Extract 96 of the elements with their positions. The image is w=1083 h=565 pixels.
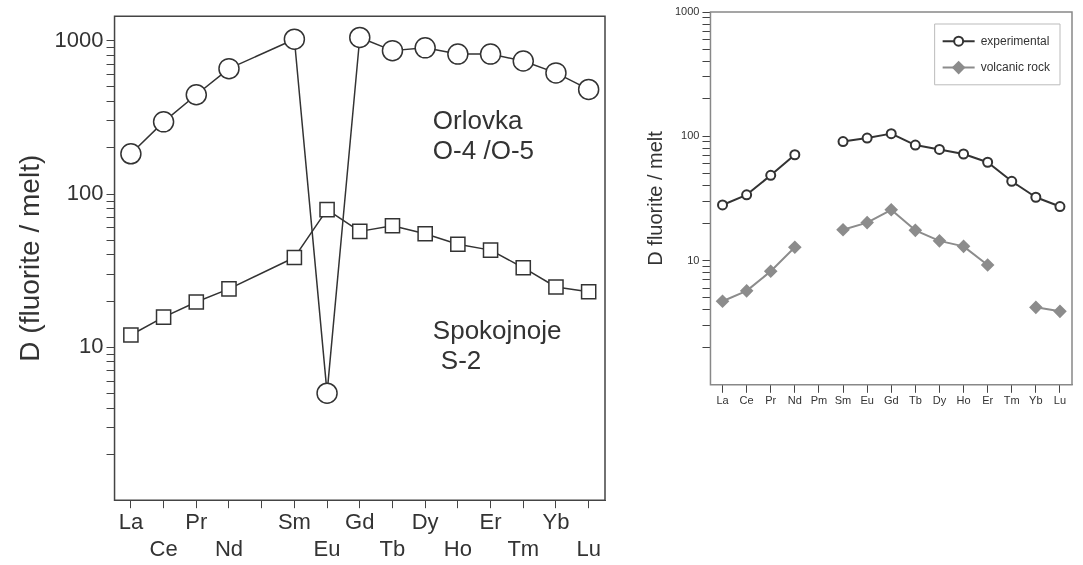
y-tick-label: 100 — [681, 129, 700, 142]
x-tick-label: Nd — [787, 394, 802, 407]
point — [515, 259, 532, 276]
x-tick-label: Dy — [932, 394, 947, 407]
x-tick-label: Nd — [214, 535, 244, 561]
point — [580, 283, 597, 300]
point — [479, 43, 502, 65]
x-tick-label: Lu — [576, 535, 601, 561]
x-tick-label: Er — [479, 509, 502, 535]
point — [417, 225, 433, 242]
x-tick-label: Ce — [149, 535, 178, 561]
point — [577, 78, 600, 101]
point — [860, 216, 874, 229]
point — [283, 28, 306, 50]
point — [351, 223, 368, 240]
point — [185, 83, 208, 106]
point — [958, 148, 970, 160]
point — [1054, 201, 1066, 213]
point — [836, 223, 850, 237]
point — [447, 43, 469, 65]
point — [1030, 191, 1042, 203]
point — [908, 223, 922, 237]
y-tick-label: 100 — [66, 180, 104, 206]
point — [123, 327, 139, 343]
point — [982, 156, 994, 168]
x-tick-label: Ce — [739, 394, 754, 407]
y-tick-label: 10 — [687, 253, 700, 266]
point — [512, 50, 535, 72]
point — [788, 240, 802, 254]
x-tick-label: Tm — [507, 535, 540, 561]
point — [155, 309, 172, 325]
x-tick-label: Ho — [443, 535, 472, 561]
series-label: Spokojnoje S-2 — [432, 315, 562, 376]
y-axis-title: D (fluorite / melt) — [13, 154, 45, 362]
point — [450, 236, 466, 253]
point — [1053, 304, 1067, 318]
legend-label: experimental — [980, 33, 1050, 48]
point — [740, 284, 754, 298]
point — [933, 234, 946, 248]
y-axis-title: D fluorite / melt — [643, 130, 666, 266]
x-tick-label: Sm — [834, 394, 852, 407]
x-tick-label: Yb — [1029, 394, 1043, 407]
x-tick-label: Sm — [277, 509, 311, 535]
series-label: Orlovka O-4 /O-5 — [432, 105, 534, 166]
point — [1006, 175, 1018, 187]
point — [545, 62, 567, 84]
x-tick-label: Ho — [956, 394, 971, 407]
x-tick-label: La — [716, 394, 730, 407]
point — [120, 143, 142, 165]
point — [981, 258, 995, 272]
point — [286, 249, 303, 266]
x-tick-label: Pr — [185, 509, 208, 535]
point — [349, 26, 371, 49]
point — [381, 39, 404, 62]
point — [933, 143, 945, 155]
point — [789, 149, 801, 161]
x-tick-label: Gd — [345, 509, 375, 535]
point — [957, 239, 970, 253]
point — [188, 294, 205, 310]
x-tick-label: Pm — [810, 394, 828, 407]
point — [319, 201, 335, 218]
point — [765, 169, 777, 181]
x-tick-label: Dy — [411, 509, 439, 535]
point — [1029, 300, 1043, 314]
x-tick-label: Tb — [908, 394, 922, 407]
point — [384, 217, 401, 234]
point — [152, 111, 175, 133]
x-tick-label: Eu — [313, 535, 341, 561]
point — [861, 132, 873, 144]
point — [741, 189, 753, 201]
point — [764, 264, 778, 278]
point — [218, 57, 240, 80]
x-tick-label: Pr — [765, 394, 777, 407]
point — [316, 382, 338, 404]
point — [414, 37, 436, 59]
point — [909, 139, 921, 151]
point — [884, 203, 898, 217]
point — [837, 136, 849, 148]
x-tick-label: Eu — [860, 394, 874, 407]
x-tick-label: Gd — [883, 394, 899, 407]
legend-label: volcanic rock — [980, 59, 1051, 74]
x-tick-label: Tm — [1003, 394, 1020, 407]
point — [717, 199, 729, 211]
x-tick-label: Er — [982, 394, 994, 407]
x-tick-label: La — [118, 509, 144, 535]
point — [716, 294, 729, 308]
x-tick-label: Tb — [379, 535, 406, 561]
x-tick-label: Yb — [542, 509, 570, 535]
y-tick-label: 1000 — [54, 26, 104, 52]
x-tick-label: Lu — [1053, 394, 1067, 407]
y-tick-label: 1000 — [674, 5, 700, 18]
point — [221, 281, 237, 297]
point — [548, 279, 564, 295]
y-tick-label: 10 — [79, 333, 104, 359]
point — [885, 128, 897, 140]
point — [482, 242, 499, 258]
